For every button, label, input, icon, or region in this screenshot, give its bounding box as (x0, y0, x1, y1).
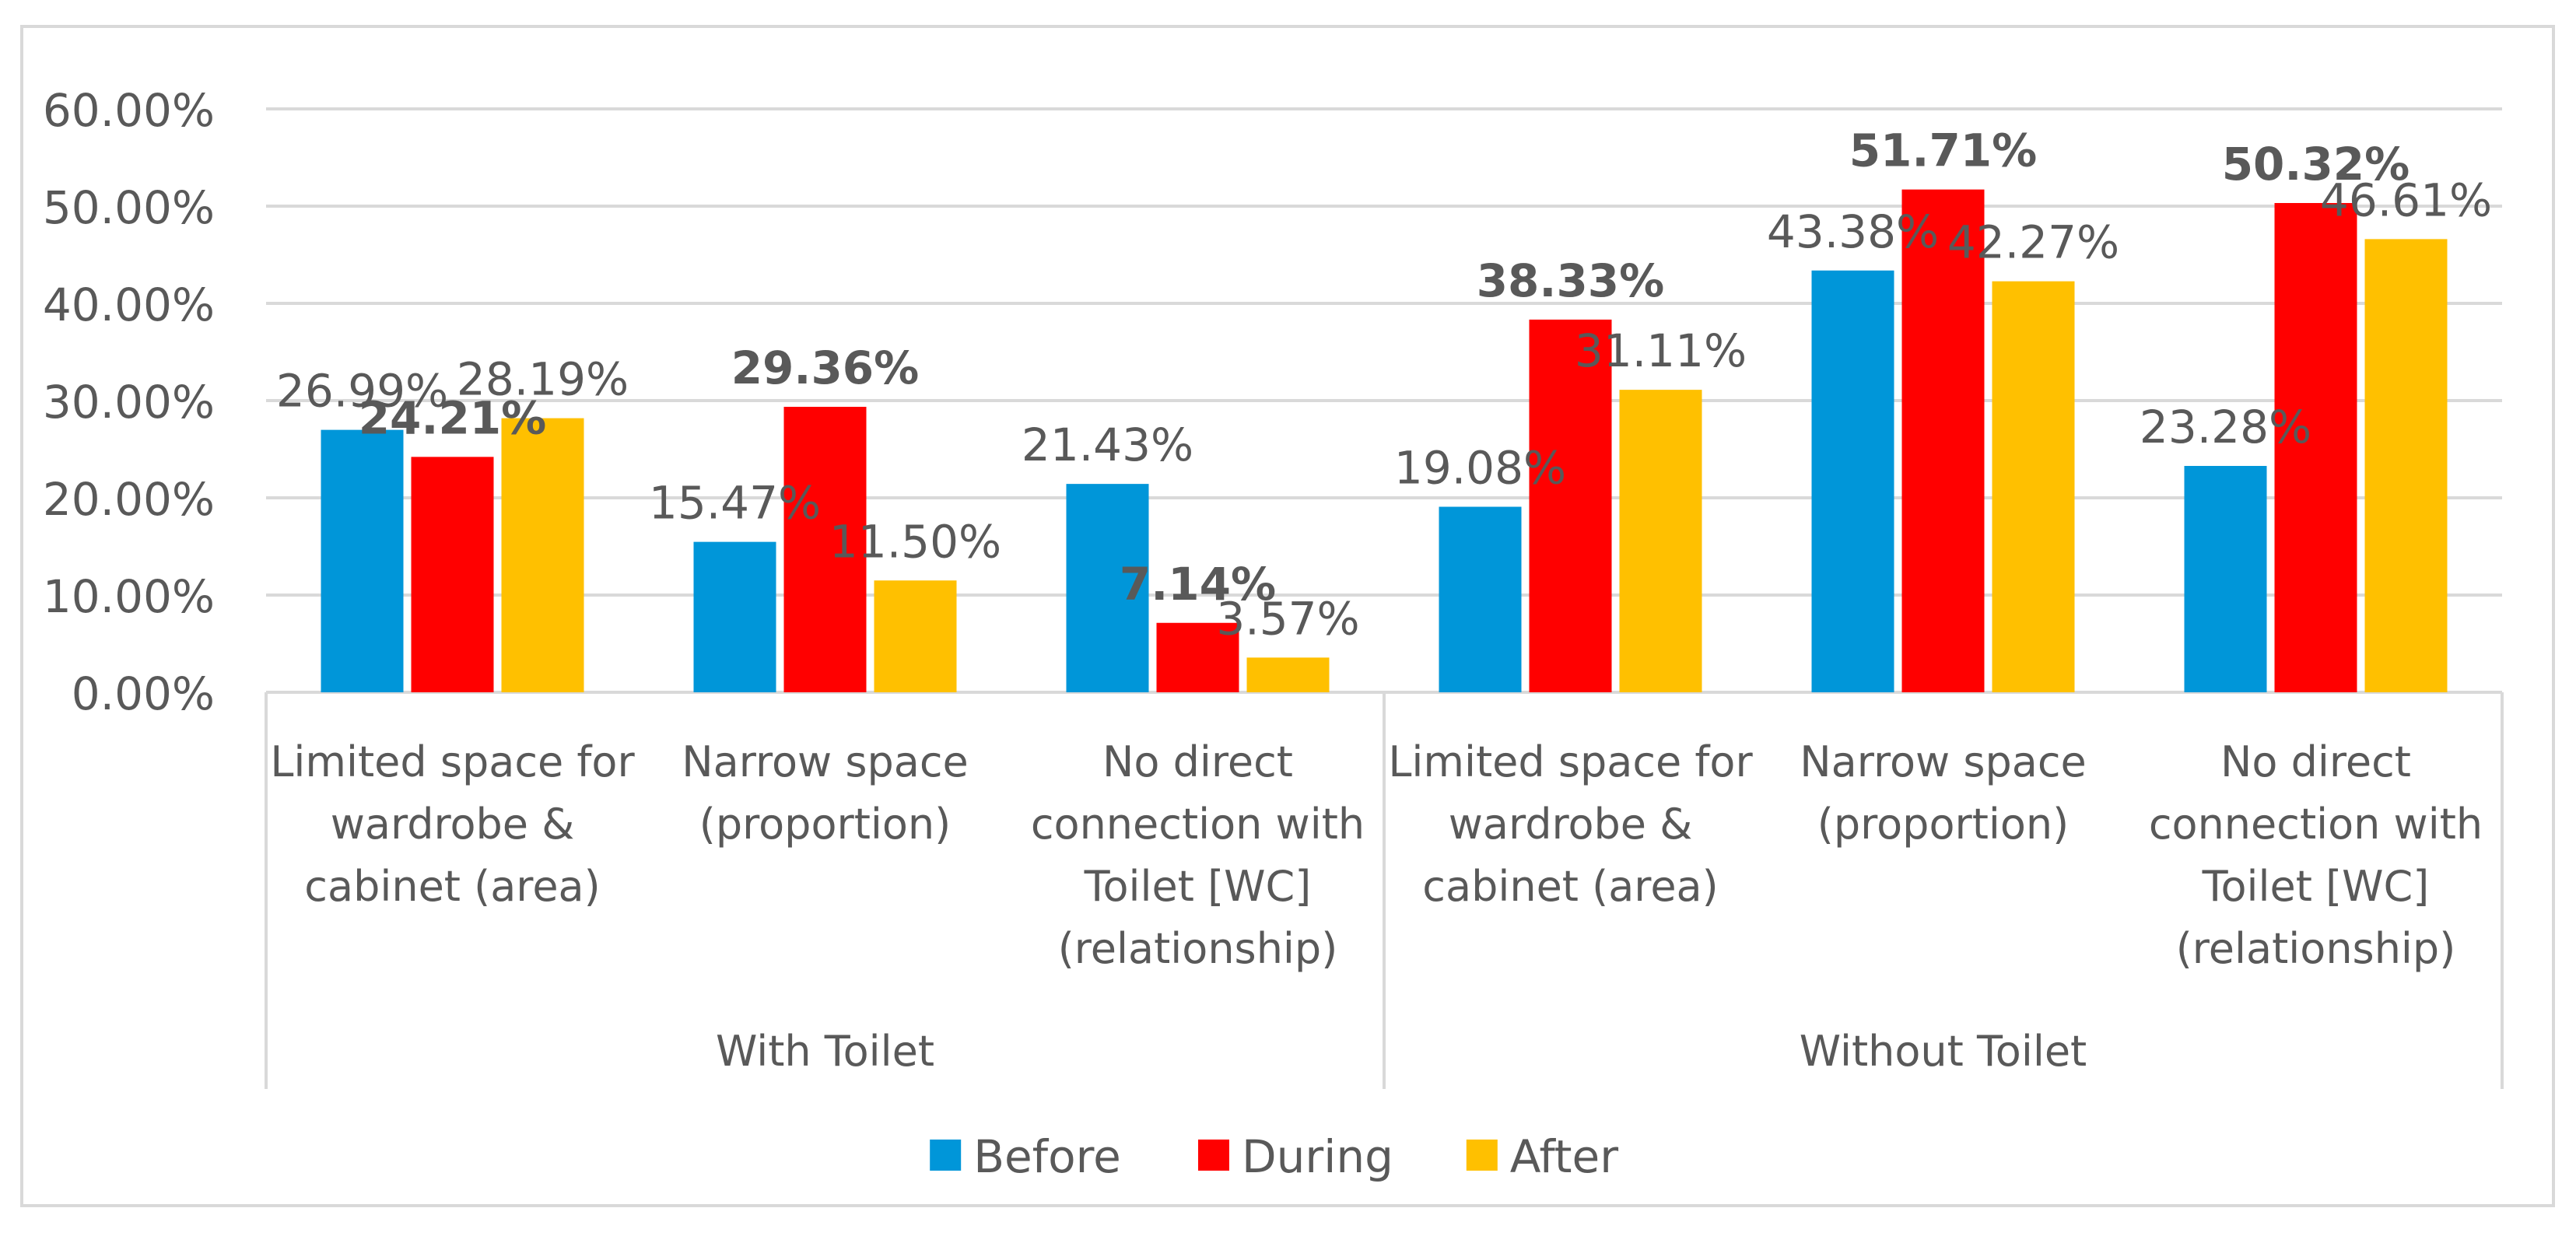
bar-during (1156, 622, 1239, 692)
category-label-line: (relationship) (2176, 924, 2456, 973)
bar-after (501, 418, 584, 692)
bar-during (783, 407, 867, 692)
data-labels: 26.99% 15.47% 21.43% 19.08% 43.38% 23.28% 24.2… (276, 124, 2492, 646)
bar-after (1992, 281, 2075, 692)
category-label: Limited space for wardrobe & cabinet (area… (1388, 737, 1753, 911)
category-label: No direct connection with Toilet [WC] (rela… (2149, 737, 2483, 973)
data-label-after: 11.50% (829, 515, 1001, 568)
legend: Before During After (930, 1130, 1618, 1183)
y-tick-label: 60.00% (43, 84, 215, 137)
data-label-before: 19.08% (1394, 442, 1566, 495)
legend-label-during: During (1242, 1130, 1393, 1183)
group-label: With Toilet (716, 1027, 934, 1076)
category-label-line: No direct (2220, 737, 2411, 786)
bar-after (874, 580, 957, 692)
category-label-line: Limited space for (1388, 737, 1753, 786)
bar-after (1619, 390, 1702, 692)
data-label-after: 28.19% (457, 353, 629, 406)
data-label-after: 3.57% (1216, 592, 1359, 645)
category-label-line: (proportion) (1817, 800, 2069, 849)
bar-during (1901, 189, 1985, 692)
y-tick-label: 50.00% (43, 181, 215, 234)
bar-before (321, 429, 404, 692)
category-labels: Limited space for wardrobe & cabinet (area… (270, 737, 2483, 1076)
bar-during (2274, 203, 2357, 692)
bar-after (2364, 239, 2448, 692)
data-label-after: 46.61% (2320, 173, 2492, 226)
category-label-line: wardrobe & (1449, 800, 1693, 849)
gridlines (266, 107, 2502, 694)
group-label: Without Toilet (1800, 1027, 2087, 1076)
category-label-line: connection with (2149, 800, 2483, 849)
category-label: Narrow space (proportion) (1800, 737, 2087, 849)
data-label-before: 21.43% (1022, 418, 1193, 471)
category-label-line: Limited space for (270, 737, 635, 786)
data-label-after: 31.11% (1575, 324, 1747, 377)
y-tick-label: 0.00% (72, 667, 215, 720)
bars (321, 189, 2448, 692)
y-tick-label: 20.00% (43, 473, 215, 526)
axes: 0.00% 10.00% 20.00% 30.00% 40.00% 50.00% 60.00… (43, 84, 2504, 1089)
bar-during (1529, 319, 1612, 692)
data-label-during: 51.71% (1849, 124, 2038, 177)
legend-label-before: Before (973, 1130, 1121, 1183)
category-label-line: Narrow space (682, 737, 969, 786)
legend-swatch-during (1198, 1140, 1229, 1171)
data-label-during: 38.33% (1477, 254, 1665, 307)
legend-swatch-after (1466, 1140, 1498, 1171)
bar-after (1246, 657, 1330, 692)
data-label-during: 29.36% (731, 341, 920, 394)
legend-label-after: After (1510, 1130, 1618, 1183)
category-label-line: cabinet (area) (304, 862, 600, 911)
bar-before (1439, 506, 1522, 692)
y-tick-label: 10.00% (43, 570, 215, 623)
bar-during (411, 457, 494, 692)
category-label-line: wardrobe & (331, 800, 575, 849)
category-label-line: Narrow space (1800, 737, 2087, 786)
legend-swatch-before (930, 1140, 962, 1171)
category-label-line: Toilet [WC] (1084, 862, 1312, 911)
data-label-before: 43.38% (1767, 205, 1939, 258)
category-label-line: cabinet (area) (1422, 862, 1718, 911)
bar-before (693, 541, 776, 692)
bar-before (1811, 270, 1894, 692)
category-label-line: (proportion) (699, 800, 951, 849)
data-label-before: 23.28% (2140, 401, 2311, 453)
category-label: No direct connection with Toilet [WC] (rela… (1031, 737, 1365, 973)
data-label-after: 42.27% (1947, 216, 2119, 269)
data-label-during: 7.14% (1120, 558, 1276, 611)
category-label-line: Toilet [WC] (2202, 862, 2430, 911)
data-label-during: 24.21% (359, 391, 547, 444)
category-label-line: (relationship) (1058, 924, 1338, 973)
y-tick-label: 30.00% (43, 376, 215, 429)
data-label-before: 15.47% (649, 477, 821, 530)
category-label: Narrow space (proportion) (682, 737, 969, 849)
category-label-line: No direct (1102, 737, 1293, 786)
bar-before (2184, 466, 2267, 692)
data-label-during: 50.32% (2222, 138, 2410, 191)
bar-before (1066, 484, 1149, 692)
category-label-line: connection with (1031, 800, 1365, 849)
category-label: Limited space for wardrobe & cabinet (area… (270, 737, 635, 911)
y-tick-label: 40.00% (43, 278, 215, 331)
data-label-before: 26.99% (276, 365, 448, 418)
